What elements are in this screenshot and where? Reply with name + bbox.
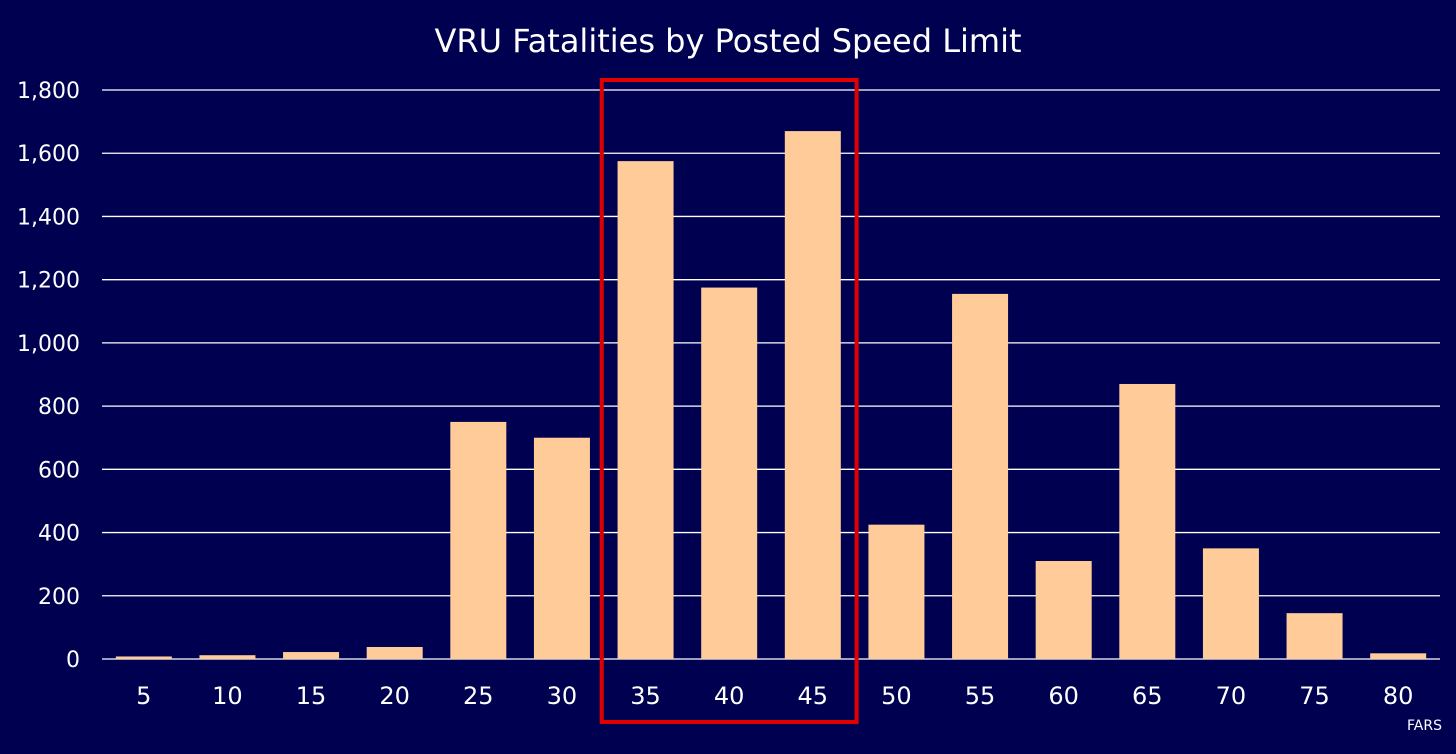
x-tick-label: 55	[965, 682, 996, 710]
x-tick-label: 25	[463, 682, 494, 710]
x-tick-label: 5	[136, 682, 151, 710]
gridlines	[102, 89, 1440, 660]
y-tick-label: 600	[38, 458, 80, 483]
x-tick-label: 30	[547, 682, 578, 710]
y-tick-label: 800	[38, 395, 80, 420]
highlight-box-layer	[599, 78, 859, 724]
y-tick-label: 1,600	[17, 142, 80, 167]
highlight-box	[599, 78, 859, 724]
x-tick-label: 15	[296, 682, 327, 710]
y-tick-label: 0	[66, 648, 80, 673]
y-tick-label: 1,800	[17, 79, 80, 104]
y-tick-label: 400	[38, 522, 80, 547]
x-tick-label: 60	[1048, 682, 1079, 710]
bar-80	[1370, 653, 1427, 659]
source-note: FARS	[1407, 718, 1442, 734]
x-tick-label: 50	[881, 682, 912, 710]
x-tick-label: 35	[630, 682, 661, 710]
chart-title: VRU Fatalities by Posted Speed Limit	[434, 22, 1022, 60]
bar-25	[450, 421, 507, 659]
bar-10	[199, 655, 256, 659]
y-tick-label: 1,200	[17, 269, 80, 294]
bar-65	[1119, 383, 1176, 659]
x-tick-label: 10	[212, 682, 243, 710]
bar-55	[952, 293, 1009, 659]
bar-60	[1035, 561, 1092, 659]
x-axis-tick-labels: 5 10 15 20 25 30 35 40 45 50 55 60 65 70 75 80	[136, 682, 1413, 710]
bar-20	[366, 646, 423, 659]
x-tick-label: 20	[379, 682, 410, 710]
x-tick-label: 45	[798, 682, 829, 710]
bar-30	[533, 437, 590, 659]
bars	[115, 131, 1427, 659]
x-tick-label: 70	[1216, 682, 1247, 710]
x-tick-label: 75	[1299, 682, 1330, 710]
y-tick-label: 200	[38, 585, 80, 610]
y-axis-tick-labels: 0 200 400 600 800 1,000 1,200 1,400 1,600 1,800	[17, 79, 80, 673]
y-tick-label: 1,400	[17, 205, 80, 230]
bar-75	[1286, 613, 1343, 659]
x-tick-label: 40	[714, 682, 745, 710]
x-tick-label: 65	[1132, 682, 1163, 710]
bar-35	[617, 161, 674, 659]
y-tick-label: 1,000	[17, 332, 80, 357]
x-tick-label: 80	[1383, 682, 1414, 710]
bar-15	[283, 652, 340, 659]
bar-50	[868, 524, 925, 659]
bar-5	[115, 656, 172, 659]
bar-70	[1202, 548, 1259, 659]
bar-45	[784, 131, 841, 659]
bar-40	[701, 287, 758, 659]
